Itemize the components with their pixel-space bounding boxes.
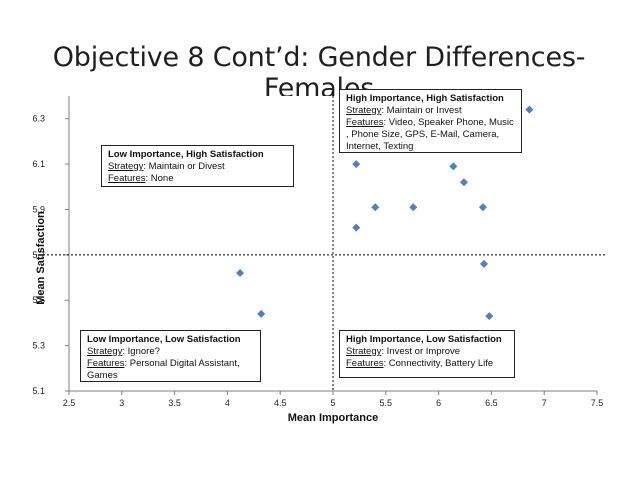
strategy-label: Strategy [108,161,144,172]
y-axis-title: Mean Satisfaction [35,211,47,305]
quadrant-box-low-importance-high-satisfaction: Low Importance, High Satisfaction Strate… [101,145,294,187]
quadrant-heading: Low Importance, Low Satisfaction [87,334,241,345]
features-label: Features [346,117,384,128]
data-point [480,259,489,268]
data-point [485,312,494,321]
data-point [236,269,245,277]
y-tick-label: 5.5 [32,295,45,305]
data-point [352,160,361,169]
features-label: Features [346,358,384,369]
data-point [459,178,468,187]
x-tick-label: 4.5 [274,398,287,408]
strategy-label: Strategy [346,346,382,357]
x-tick-label: 2.5 [63,398,76,408]
strategy-value: : Invest or Improve [381,346,461,357]
features-value: : None [145,173,174,184]
strategy-value: : Maintain or Divest [143,161,225,172]
y-tick-label: 5.7 [32,250,45,260]
slide-title: Objective 8 Cont’d: Gender Differences-F… [52,42,586,104]
data-point [257,309,266,318]
y-tick-label: 5.9 [32,204,45,214]
x-tick-label: 6.5 [485,398,498,408]
quadrant-box-high-importance-low-satisfaction: High Importance, Low Satisfaction Strate… [339,330,515,378]
features-label: Features [87,358,125,369]
x-tick-label: 7.5 [591,398,604,408]
y-tick-label: 5.3 [32,341,45,351]
data-point [371,203,380,212]
features-value: : Connectivity, Battery Life [383,358,494,369]
x-tick-label: 5.5 [380,398,393,408]
x-tick-label: 7 [542,398,547,408]
x-tick-label: 5 [330,398,335,408]
quadrant-heading: High Importance, Low Satisfaction [346,334,502,345]
x-tick-label: 3.5 [168,398,181,408]
features-label: Features [108,173,146,184]
x-tick-label: 6 [436,398,441,408]
x-tick-label: 3 [119,398,124,408]
data-point [409,203,418,212]
features-value: : Video, Speaker Phone, Music , Phone Si… [346,117,514,152]
x-axis-title: Mean Importance [288,412,378,424]
quadrant-heading: Low Importance, High Satisfaction [108,149,264,160]
quadrant-box-high-importance-high-satisfaction: High Importance, High Satisfaction Strat… [339,89,522,153]
y-tick-label: 6.1 [32,159,45,169]
quadrant-heading: High Importance, High Satisfaction [346,93,504,104]
data-point [352,223,361,232]
strategy-label: Strategy [346,105,382,116]
strategy-label: Strategy [87,346,123,357]
data-point [478,203,487,212]
y-tick-label: 6.3 [32,114,45,124]
data-point [525,105,534,114]
strategy-value: : Ignore? [122,346,160,357]
quadrant-box-low-importance-low-satisfaction: Low Importance, Low Satisfaction Strateg… [80,330,261,382]
x-tick-label: 4 [225,398,230,408]
data-point [449,162,458,171]
features-value: : Personal Digital Assistant, Games [87,358,240,381]
strategy-value: : Maintain or Invest [381,105,462,116]
y-tick-label: 5.1 [32,386,45,396]
points-layer [236,105,534,321]
axes-layer: 2.5 3 3.5 4 4.5 5 5.5 6 6.5 7 7.5 5.1 5.3 5.5 5.7 5.9 6.… [32,96,607,408]
